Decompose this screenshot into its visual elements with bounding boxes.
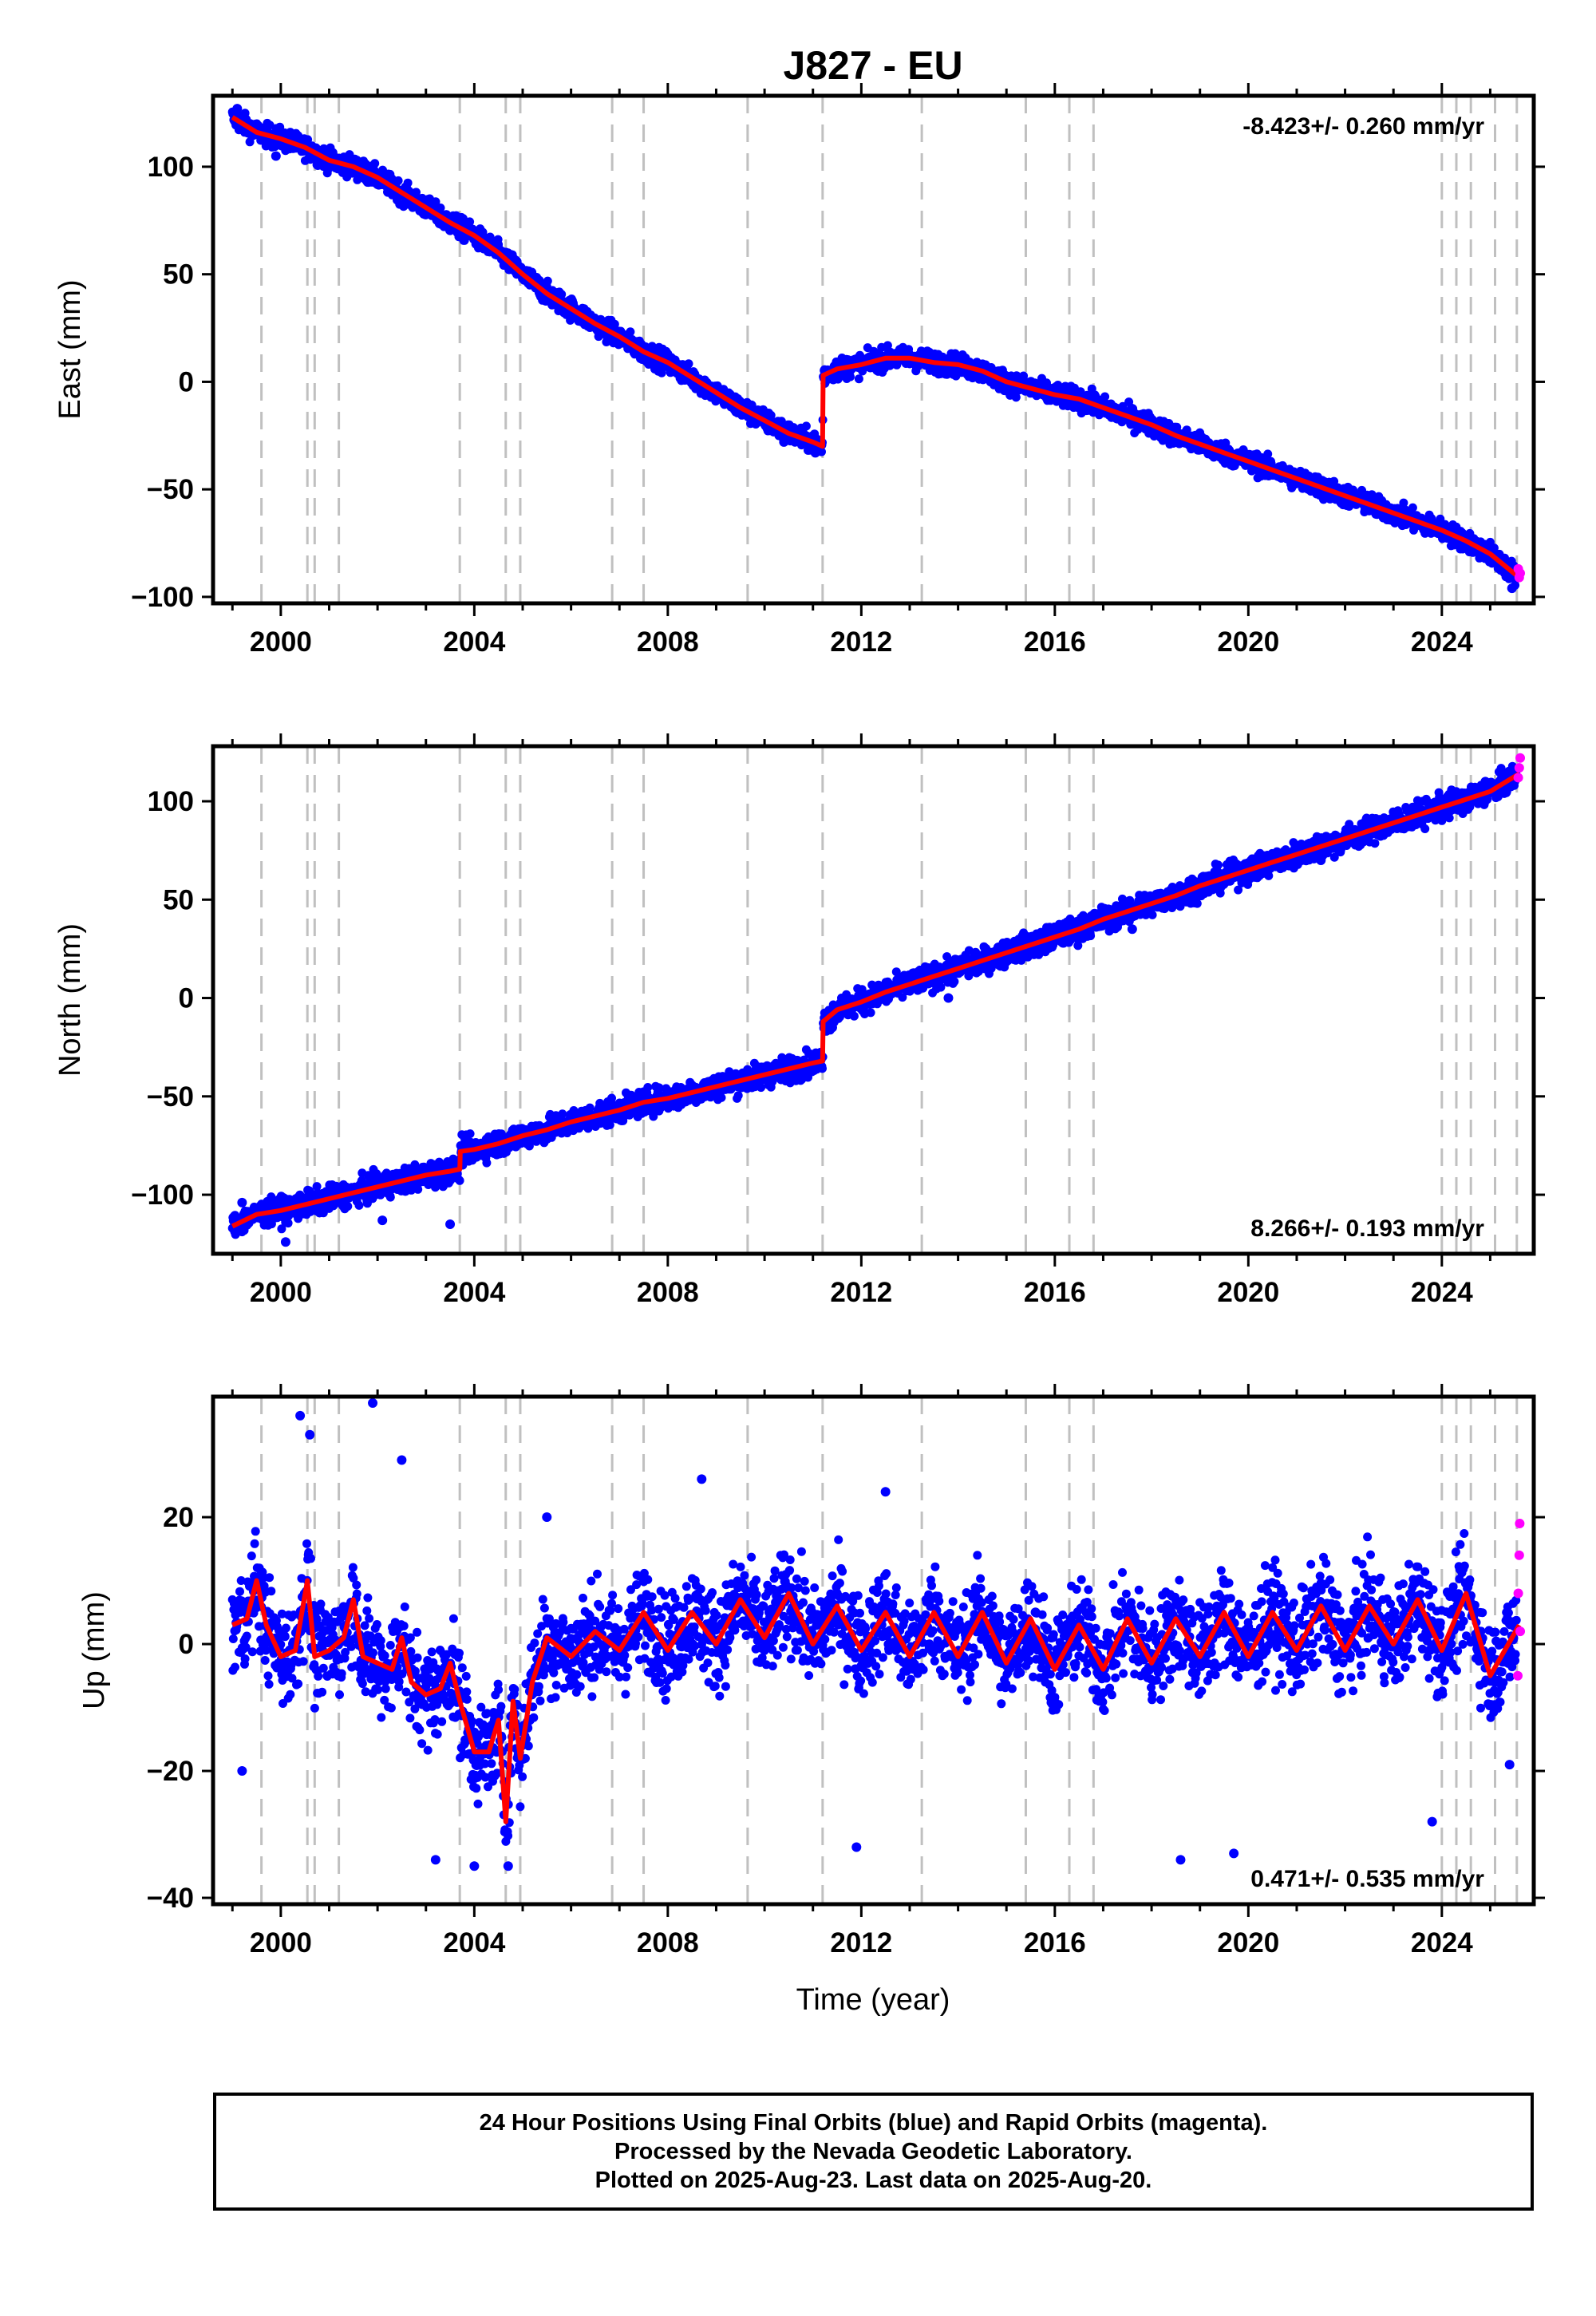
data-point [936, 982, 946, 992]
data-point [866, 1008, 875, 1018]
final-orbit-points [227, 104, 1521, 594]
data-point [376, 1190, 385, 1199]
data-point [312, 1182, 322, 1192]
data-point [303, 135, 313, 144]
y-tick-label: 0 [179, 366, 194, 397]
plot-frame [211, 93, 1536, 606]
y-axis-label: East (mm) [53, 279, 87, 419]
data-point [455, 1176, 464, 1185]
data-point [436, 204, 445, 212]
data-point [543, 276, 552, 286]
outlier-point [895, 345, 905, 354]
outlier-point [810, 448, 820, 458]
y-tick-label: −50 [147, 474, 194, 505]
data-point [1263, 449, 1273, 459]
data-point [1408, 503, 1417, 512]
data-point [1399, 498, 1408, 508]
data-point [747, 401, 757, 410]
y-tick-label: −100 [131, 582, 194, 613]
outlier-point [271, 151, 281, 161]
data-point [655, 1083, 664, 1093]
chart-title: J827 - EU [783, 43, 962, 88]
data-point [343, 1202, 353, 1211]
outlier-point [1507, 583, 1517, 594]
data-point [465, 1129, 475, 1139]
data-point [846, 372, 855, 381]
data-point [277, 1224, 286, 1234]
panels-container: 2000 2004 2008 2012 2016 2020 2024 −100 −50 0 50 10… [53, 83, 1545, 1958]
data-point [431, 197, 440, 207]
data-point [1019, 371, 1029, 381]
rapid-point [1515, 568, 1526, 579]
data-point [898, 993, 907, 1002]
data-point [557, 290, 567, 299]
data-point [1182, 425, 1191, 435]
rate-label: -8.423+/- 0.260 mm/yr [1242, 113, 1484, 140]
y-tick-label: 50 [163, 259, 194, 290]
data-point [849, 1011, 859, 1021]
data-point [482, 1158, 492, 1168]
rapid-orbit-points [1513, 563, 1526, 583]
data-point [393, 176, 403, 185]
data-point [370, 159, 380, 168]
x-tick-label: 2012 [830, 626, 892, 658]
data-point [465, 217, 475, 227]
x-tick-label: 2020 [1217, 626, 1279, 658]
data-point [558, 1109, 567, 1119]
x-tick-label: 2000 [250, 626, 312, 658]
data-point [766, 410, 776, 420]
data-point [733, 1091, 743, 1101]
panel-north: 2000 2004 2008 2012 2016 2020 2024−100−5005010… [53, 733, 1545, 1308]
data-point [626, 327, 635, 337]
outlier-point [779, 437, 789, 447]
data-point [535, 275, 544, 285]
x-tick-label: 2004 [443, 626, 505, 658]
data-point [1100, 392, 1110, 401]
data-point [607, 1093, 616, 1103]
outlier-point [232, 104, 243, 114]
y-ticks [202, 165, 1545, 599]
data-point [283, 1219, 293, 1228]
data-point [801, 421, 811, 431]
data-point [585, 1103, 595, 1113]
data-point [717, 1093, 726, 1102]
data-point [950, 977, 959, 986]
data-point [757, 1083, 766, 1093]
y-tick-label: 100 [148, 152, 194, 183]
data-point [413, 1184, 423, 1194]
data-point [818, 1064, 827, 1073]
data-point [643, 1083, 653, 1092]
x-tick-label: 2024 [1411, 626, 1473, 658]
panel-east: 2000 2004 2008 2012 2016 2020 2024 −100 −50 0 50 10… [53, 83, 1545, 658]
data-point [684, 359, 693, 369]
data-point [403, 178, 413, 188]
data-point [610, 319, 619, 329]
data-point [431, 1183, 440, 1192]
x-ticks [231, 83, 1491, 616]
data-point [854, 374, 863, 384]
data-point [605, 1120, 614, 1129]
data-point [1011, 393, 1021, 402]
data-point [385, 1192, 395, 1202]
data-point [354, 1200, 364, 1210]
x-tick-label: 2016 [1024, 626, 1086, 658]
x-tick-label: 2008 [637, 626, 699, 658]
data-point [265, 121, 275, 130]
data-point [649, 1112, 658, 1121]
data-point [857, 985, 867, 994]
model-line [231, 115, 1521, 580]
